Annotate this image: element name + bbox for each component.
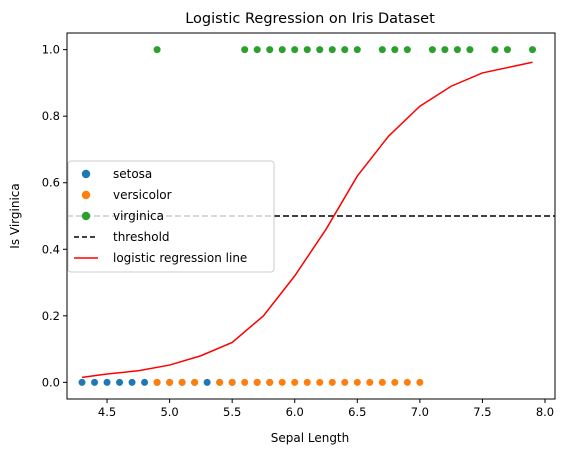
versicolor-point [403, 378, 411, 386]
virginica-point [453, 46, 461, 54]
y-tick-label: 0.0 [42, 375, 60, 389]
x-tick-label: 6.0 [286, 405, 304, 419]
y-axis-label: Is Virginica [8, 183, 22, 248]
x-tick-label: 7.0 [411, 405, 429, 419]
versicolor-point [216, 378, 224, 386]
virginica-point [428, 46, 436, 54]
legend-box [67, 160, 275, 273]
versicolor-point [291, 378, 299, 386]
x-tick-label: 6.5 [348, 405, 366, 419]
legend-marker-setosa [81, 169, 91, 179]
versicolor-point [316, 378, 324, 386]
versicolor-point [366, 378, 374, 386]
x-tick-label: 5.0 [160, 405, 178, 419]
versicolor-point [416, 378, 424, 386]
versicolor-point [391, 378, 399, 386]
x-tick-label: 5.5 [223, 405, 241, 419]
x-tick-label: 8.0 [536, 405, 554, 419]
setosa-point [116, 378, 124, 386]
x-tick-label: 7.5 [473, 405, 491, 419]
legend-label: virginica [113, 209, 164, 223]
virginica-point [528, 46, 536, 54]
virginica-point [278, 46, 286, 54]
versicolor-point [266, 378, 274, 386]
virginica-point [316, 46, 324, 54]
y-tick-label: 1.0 [42, 43, 60, 57]
setosa-point [78, 378, 86, 386]
versicolor-point [353, 378, 361, 386]
versicolor-point [278, 378, 286, 386]
y-tick-label: 0.4 [42, 242, 60, 256]
virginica-point [466, 46, 474, 54]
virginica-point [378, 46, 386, 54]
legend-label: versicolor [113, 188, 172, 202]
x-axis-label: Sepal Length [271, 431, 350, 445]
versicolor-point [228, 378, 236, 386]
y-tick-label: 0.8 [42, 109, 60, 123]
chart-title: Logistic Regression on Iris Dataset [185, 11, 435, 27]
plot-area: 4.5 5.0 5.5 6.0 6.5 7.0 7.5 8.0 0.0 0.2 0.4 0.6 0.8… [42, 32, 556, 419]
versicolor-point [328, 378, 336, 386]
versicolor-point [378, 378, 386, 386]
x-tick-label: 4.5 [98, 405, 116, 419]
virginica-point [328, 46, 336, 54]
versicolor-point [166, 378, 174, 386]
versicolor-point [303, 378, 311, 386]
virginica-point [253, 46, 261, 54]
legend-marker-virginica [81, 211, 91, 221]
logistic-regression-line [81, 61, 533, 379]
setosa-point [91, 378, 99, 386]
virginica-point [491, 46, 499, 54]
virginica-point [153, 46, 161, 54]
virginica-point [391, 46, 399, 54]
legend-items: setosa versicolor virginica threshold logist… [74, 167, 247, 265]
x-axis-ticks: 4.5 5.0 5.5 6.0 6.5 7.0 7.5 8.0 [98, 399, 554, 419]
virginica-point [441, 46, 449, 54]
legend: setosa versicolor virginica threshold logist… [67, 160, 275, 273]
virginica-point [266, 46, 274, 54]
legend-label: setosa [113, 167, 152, 181]
virginica-point [341, 46, 349, 54]
versicolor-point [153, 378, 161, 386]
virginica-point [303, 46, 311, 54]
versicolor-point [241, 378, 249, 386]
y-tick-label: 0.2 [42, 309, 60, 323]
versicolor-point [191, 378, 199, 386]
versicolor-point [253, 378, 261, 386]
virginica-point [503, 46, 511, 54]
y-tick-label: 0.6 [42, 176, 60, 190]
virginica-point [353, 46, 361, 54]
virginica-point [241, 46, 249, 54]
setosa-point [103, 378, 111, 386]
y-axis-ticks: 0.0 0.2 0.4 0.6 0.8 1.0 [42, 43, 67, 389]
legend-label: logistic regression line [113, 251, 247, 265]
legend-marker-versicolor [81, 190, 91, 200]
versicolor-point [341, 378, 349, 386]
legend-label: threshold [113, 230, 170, 244]
setosa-point [128, 378, 136, 386]
virginica-point [291, 46, 299, 54]
setosa-point [203, 378, 211, 386]
setosa-point [141, 378, 149, 386]
versicolor-point [178, 378, 186, 386]
virginica-point [403, 46, 411, 54]
